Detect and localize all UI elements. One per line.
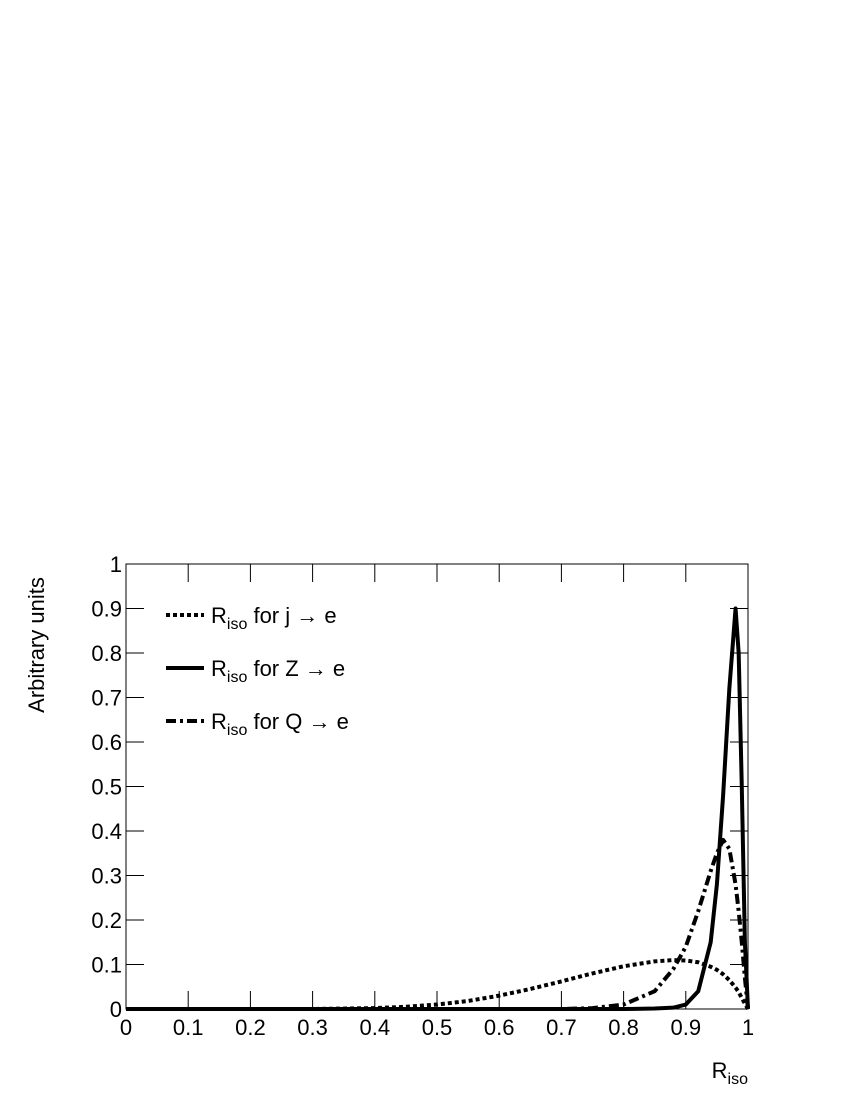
y-tick-label: 1 bbox=[110, 552, 122, 577]
x-tick-label: 0.5 bbox=[422, 1015, 453, 1040]
series-line bbox=[126, 837, 750, 1011]
x-tick-label: 0.4 bbox=[360, 1015, 391, 1040]
legend-label: Riso for Z → e bbox=[211, 656, 345, 686]
x-tick-label: 0 bbox=[120, 1015, 132, 1040]
x-tick-label: 0.3 bbox=[297, 1015, 328, 1040]
x-tick-label: 0.1 bbox=[173, 1015, 204, 1040]
x-tick-label: 0.8 bbox=[608, 1015, 639, 1040]
x-tick-label: 0.7 bbox=[546, 1015, 577, 1040]
x-tick-label: 0.2 bbox=[235, 1015, 266, 1040]
y-axis-label: Arbitrary units bbox=[24, 577, 49, 713]
x-axis-label: Riso bbox=[712, 1058, 748, 1088]
plot-frame bbox=[125, 563, 749, 1010]
y-tick-label: 0.9 bbox=[91, 597, 122, 622]
y-tick-label: 0.2 bbox=[91, 908, 122, 933]
x-tick-label: 0.6 bbox=[484, 1015, 515, 1040]
x-tick-label: 1 bbox=[742, 1015, 754, 1040]
y-tick-label: 0.8 bbox=[91, 641, 122, 666]
y-tick-label: 0.7 bbox=[91, 686, 122, 711]
y-tick-label: 0.3 bbox=[91, 864, 122, 889]
legend-label: Riso for Q → e bbox=[211, 709, 349, 739]
y-tick-label: 0.4 bbox=[91, 819, 122, 844]
x-tick-label: 0.9 bbox=[671, 1015, 702, 1040]
y-tick-label: 0.6 bbox=[91, 730, 122, 755]
y-tick-label: 0.1 bbox=[91, 953, 122, 978]
y-tick-label: 0.5 bbox=[91, 775, 122, 800]
legend-label: Riso for j → e bbox=[211, 603, 337, 633]
y-tick-label: 0 bbox=[110, 997, 122, 1022]
